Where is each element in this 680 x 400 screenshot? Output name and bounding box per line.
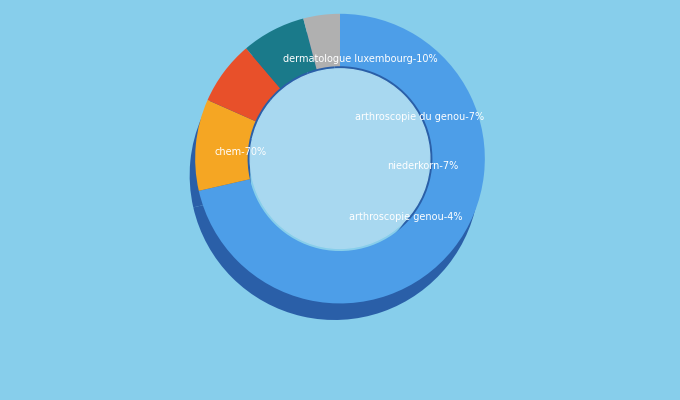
Text: arthroscopie du genou-7%: arthroscopie du genou-7% [356, 112, 485, 122]
Text: dermatologue luxembourg-10%: dermatologue luxembourg-10% [284, 54, 438, 64]
Wedge shape [241, 35, 313, 111]
Wedge shape [202, 65, 280, 141]
Wedge shape [303, 14, 340, 69]
Wedge shape [190, 116, 258, 207]
Wedge shape [199, 14, 485, 304]
Wedge shape [207, 48, 280, 121]
Wedge shape [193, 30, 479, 320]
Wedge shape [246, 18, 317, 88]
Wedge shape [298, 30, 335, 94]
Circle shape [250, 69, 430, 248]
Wedge shape [195, 100, 256, 191]
Text: chem-70%: chem-70% [215, 147, 267, 157]
Text: niederkorn-7%: niederkorn-7% [387, 160, 458, 170]
Text: arthroscopie genou-4%: arthroscopie genou-4% [350, 212, 463, 222]
